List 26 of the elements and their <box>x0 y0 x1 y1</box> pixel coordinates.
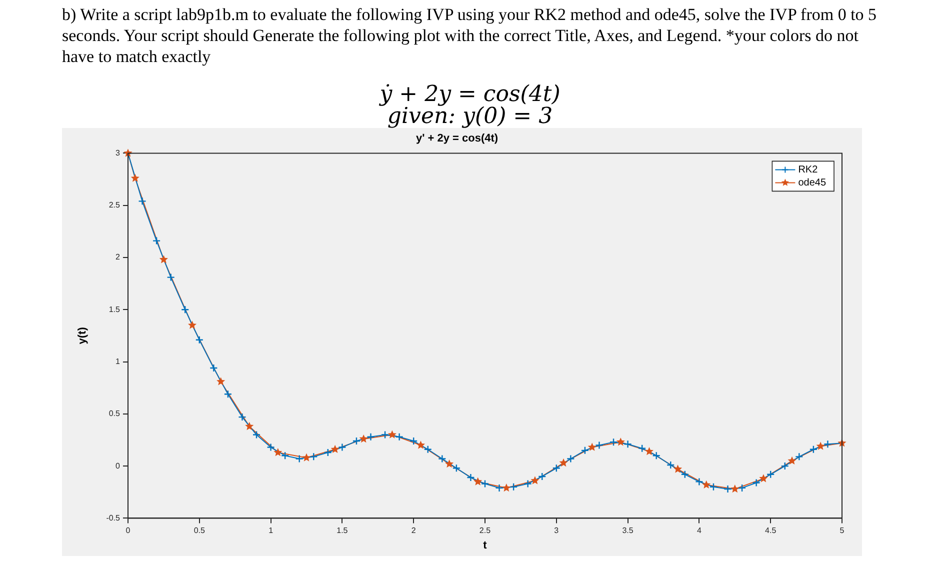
y-tick-label: 0.5 <box>108 409 121 418</box>
x-tick-label: 1 <box>268 526 274 536</box>
x-tick-label: 1.5 <box>336 526 348 536</box>
x-tick-label: 4 <box>696 526 702 536</box>
x-tick-label: 3 <box>554 526 560 536</box>
legend-label: RK2 <box>798 164 818 176</box>
x-tick-label: 3.5 <box>622 526 634 536</box>
y-tick-label: 1 <box>116 356 121 366</box>
text: b) Write a script lab9p1b.m to evaluate the following IVP using your RK2 method and ode45, solve the IVP from 0 to 5 seconds. Your script should Generate the following plot with the correct Title, Axes, and Legend. *your colors do not have to match exactly <box>62 4 878 67</box>
x-tick-label: 4.5 <box>765 526 777 536</box>
x-tick-label: 0 <box>126 526 131 536</box>
x-tick-label: 5 <box>840 526 845 536</box>
x-tick-label: 0.5 <box>194 526 206 536</box>
y-tick-label: -0.5 <box>106 513 121 522</box>
y-tick-label: 0 <box>116 461 121 470</box>
legend-label: ode45 <box>798 177 826 188</box>
chart-title: y' + 2y = cos(4t) <box>416 132 498 145</box>
y-axis-title: y(t) <box>76 326 89 344</box>
text: ẏ + 2y = cos(4t) <box>378 82 562 107</box>
x-tick-label: 2.5 <box>479 526 492 536</box>
y-tick-label: 2.5 <box>108 200 121 210</box>
y-tick-label: 1.5 <box>108 304 121 314</box>
y-tick-label: 3 <box>116 148 121 158</box>
y-tick-label: 2 <box>116 252 121 262</box>
x-axis-title: t <box>483 539 488 552</box>
x-tick-label: 2 <box>411 526 416 536</box>
